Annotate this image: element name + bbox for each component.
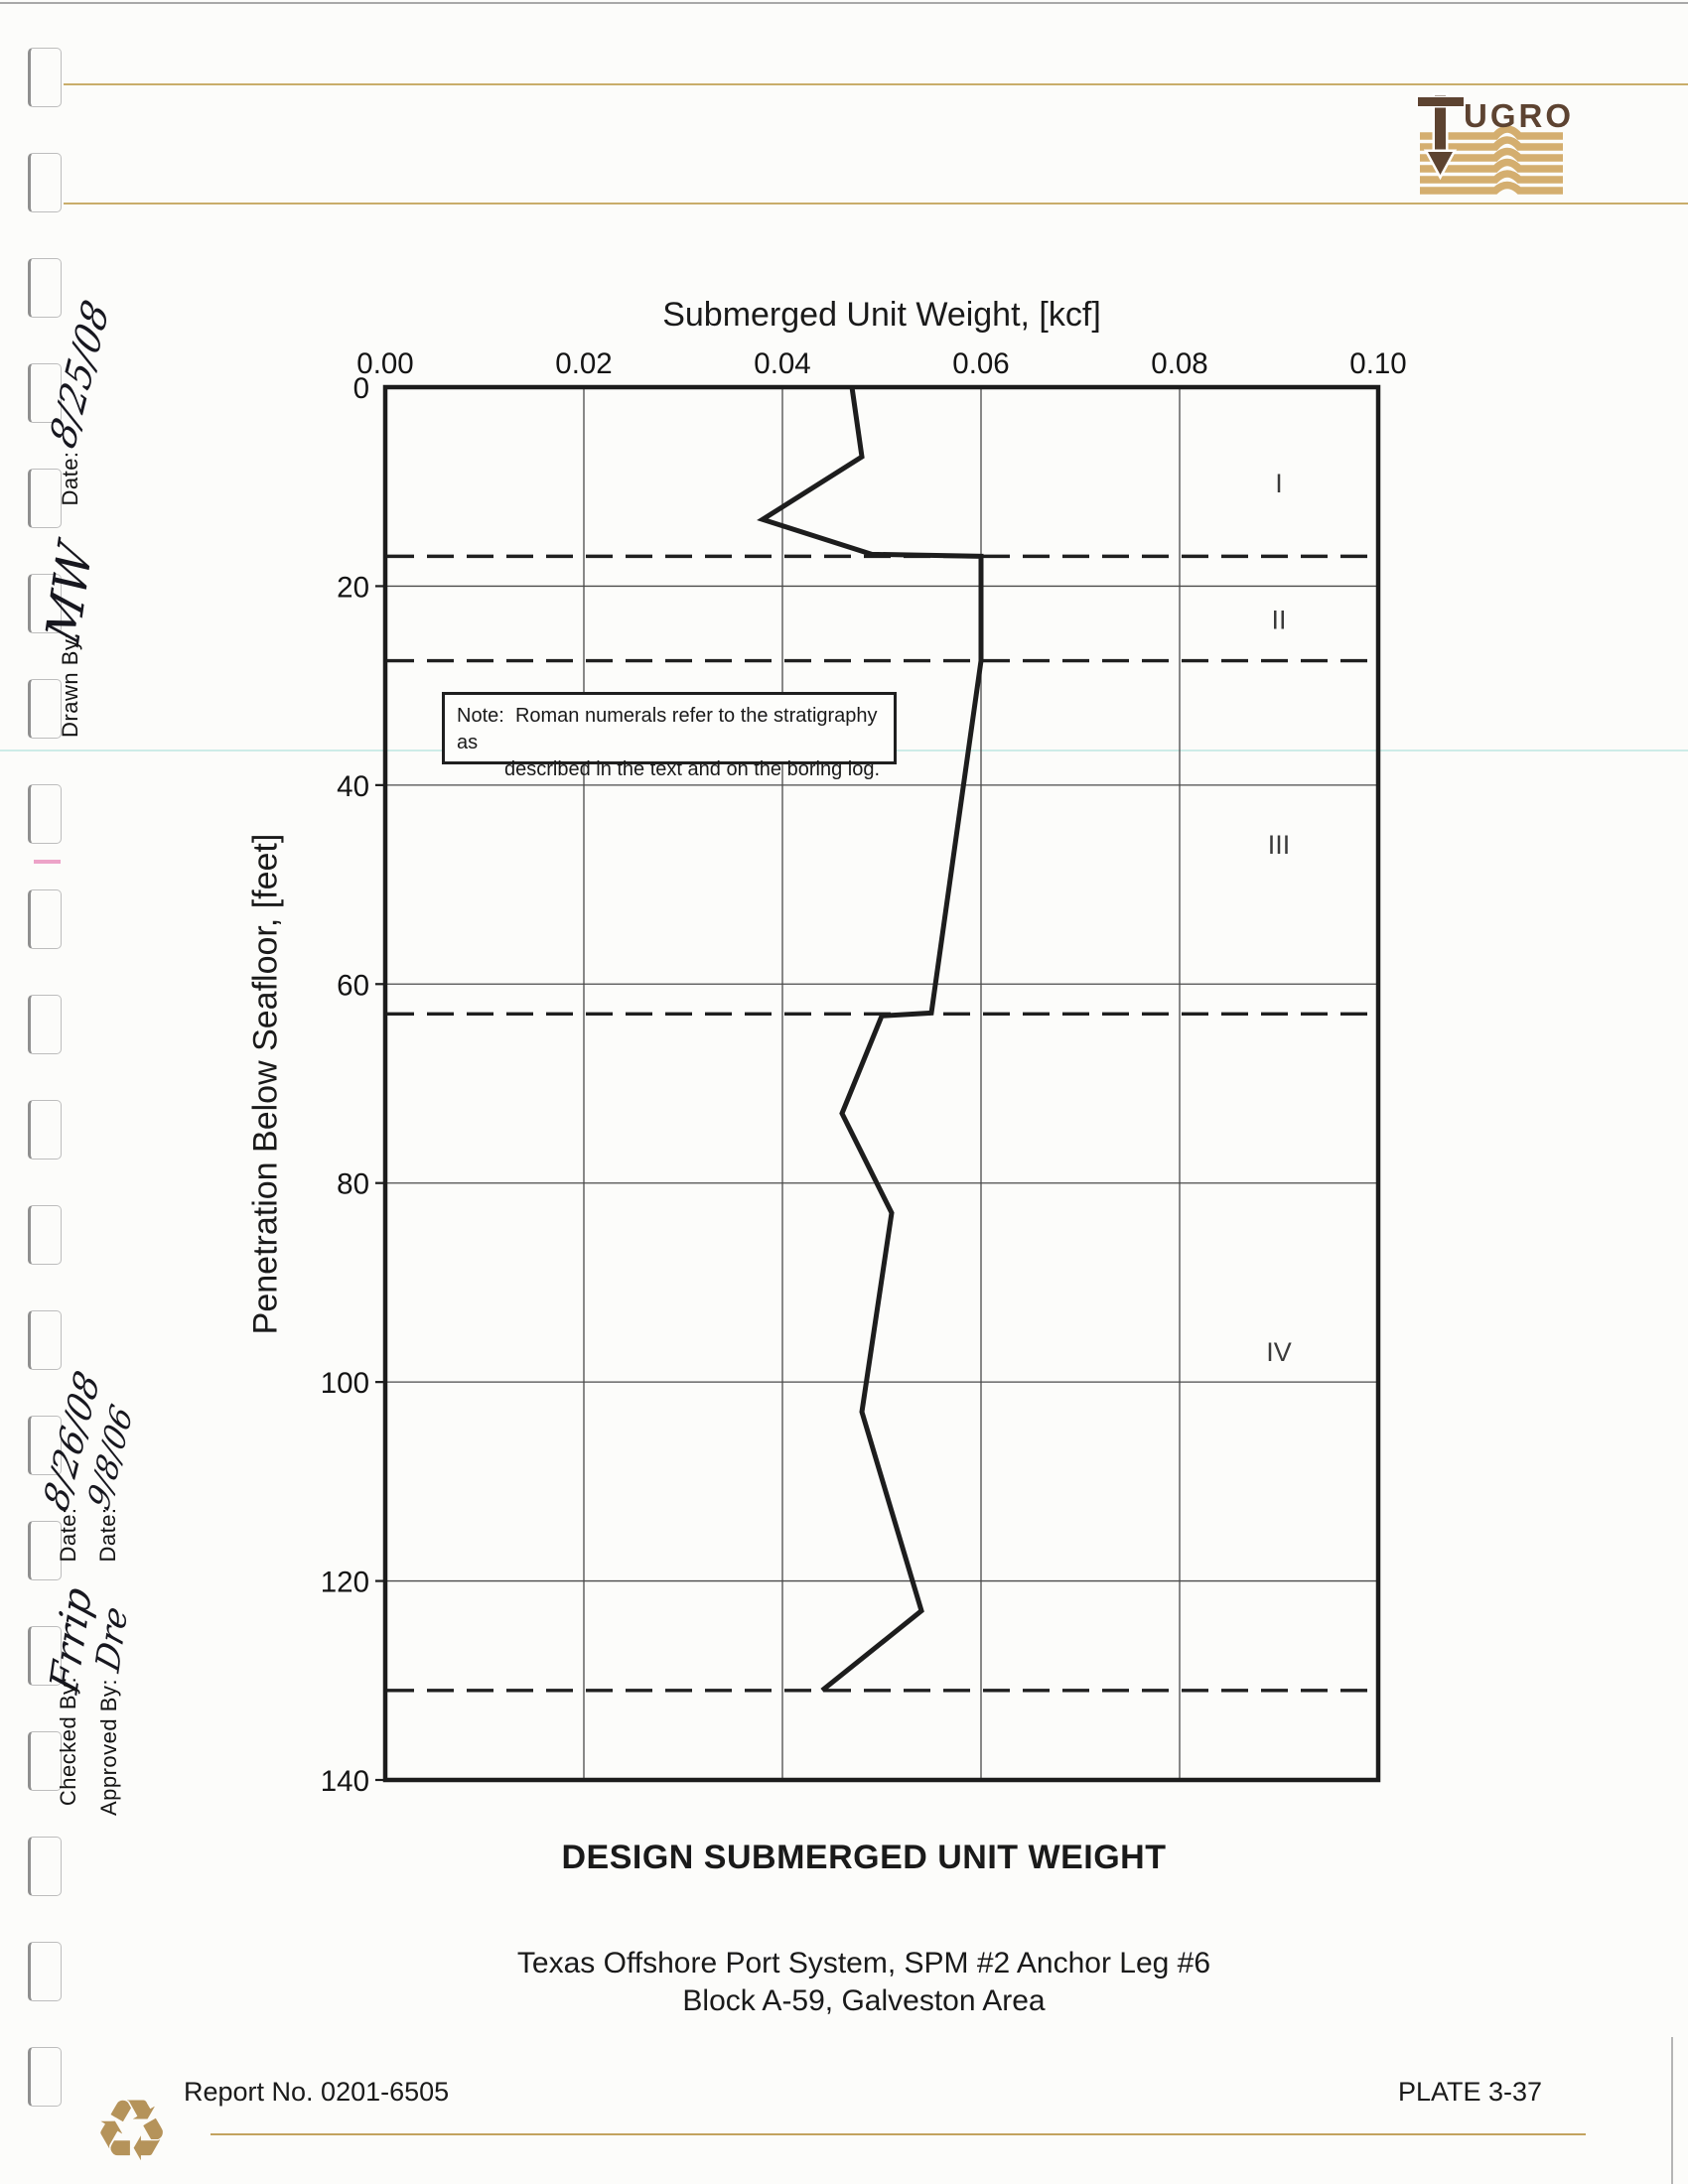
- binding-hole: [28, 995, 62, 1054]
- binding-hole: [28, 679, 62, 739]
- logo-seismic-stripes: [1420, 125, 1563, 195]
- gold-rule-footer: [211, 2133, 1586, 2135]
- plot-frame: [382, 384, 1381, 1783]
- y-tick-label: 0: [353, 372, 369, 405]
- logo-letters: UGRO: [1464, 97, 1571, 134]
- stratum-label-I: I: [1275, 469, 1283, 498]
- x-tick-label: 0.00: [356, 347, 413, 380]
- gold-rule-top-1: [64, 83, 1688, 85]
- binding-hole: [28, 784, 62, 844]
- y-tick-label: 60: [337, 969, 369, 1002]
- x-tick-label: 0.02: [555, 347, 612, 380]
- fugro-logo: UGRO: [1416, 92, 1571, 195]
- binding-hole: [28, 1837, 62, 1896]
- subtitle-line-2: Block A-59, Galveston Area: [682, 1984, 1046, 2017]
- y-axis-title: Penetration Below Seafloor, [feet]: [246, 833, 285, 1335]
- y-tick-label: 40: [337, 770, 369, 803]
- binding-hole: [28, 1731, 62, 1791]
- title-block: DESIGN SUBMERGED UNIT WEIGHT Texas Offsh…: [238, 1839, 1489, 2020]
- y-tick-label: 120: [321, 1567, 369, 1599]
- x-tick-label: 0.08: [1151, 347, 1207, 380]
- binding-hole: [28, 153, 62, 212]
- binding-hole: [28, 1416, 62, 1475]
- binding-hole: [28, 1310, 62, 1370]
- binding-hole: [28, 1205, 62, 1265]
- note-prefix: Note:: [457, 705, 504, 727]
- binding-hole: [28, 1626, 62, 1686]
- binding-hole: [28, 1942, 62, 2001]
- binding-hole: [28, 469, 62, 528]
- stratum-label-IV: IV: [1266, 1337, 1292, 1367]
- binding-hole: [28, 48, 62, 107]
- binding-hole: [28, 363, 62, 423]
- plate-number: PLATE 3-37: [1398, 2077, 1543, 2107]
- stratum-label-II: II: [1271, 606, 1286, 635]
- binding-hole: [28, 1100, 62, 1160]
- x-axis-title: Submerged Unit Weight, [kcf]: [662, 296, 1101, 334]
- gold-rule-top-2: [64, 203, 1688, 205]
- plate-title: DESIGN SUBMERGED UNIT WEIGHT: [561, 1839, 1167, 1876]
- page-right-edge-line: [1671, 2037, 1673, 2184]
- y-tick-label: 140: [321, 1765, 369, 1798]
- binding-hole: [28, 2047, 62, 2107]
- binding-hole: [28, 1521, 62, 1580]
- scan-pink-artifact: [34, 860, 61, 864]
- note-line-1: Note: Roman numerals refer to the strati…: [457, 705, 878, 753]
- design-unit-weight-line: [757, 386, 984, 1693]
- subtitle-line-1: Texas Offshore Port System, SPM #2 Ancho…: [516, 1947, 1211, 1979]
- y-tick-label: 80: [337, 1168, 369, 1201]
- note-box: Note: Roman numerals refer to the strati…: [442, 692, 897, 780]
- report-number: Report No. 0201-6505: [184, 2077, 450, 2107]
- note-line-2: described in the text and on the boring …: [503, 758, 881, 780]
- y-tick-label: 20: [337, 571, 369, 604]
- binding-hole: [28, 574, 62, 633]
- x-tick-label: 0.06: [952, 347, 1009, 380]
- logo-dart-icon: [1416, 92, 1466, 181]
- plate-subtitle: Texas Offshore Port System, SPM #2 Ancho…: [238, 1945, 1489, 2020]
- stratum-label-III: III: [1268, 830, 1291, 860]
- recycle-icon: ♻: [93, 2082, 171, 2181]
- page-top-edge-line: [0, 2, 1688, 4]
- y-tick-label: 100: [321, 1367, 369, 1400]
- binding-hole: [28, 889, 62, 949]
- x-tick-label: 0.04: [754, 347, 810, 380]
- binding-hole: [28, 258, 62, 318]
- x-tick-label: 0.10: [1349, 347, 1406, 380]
